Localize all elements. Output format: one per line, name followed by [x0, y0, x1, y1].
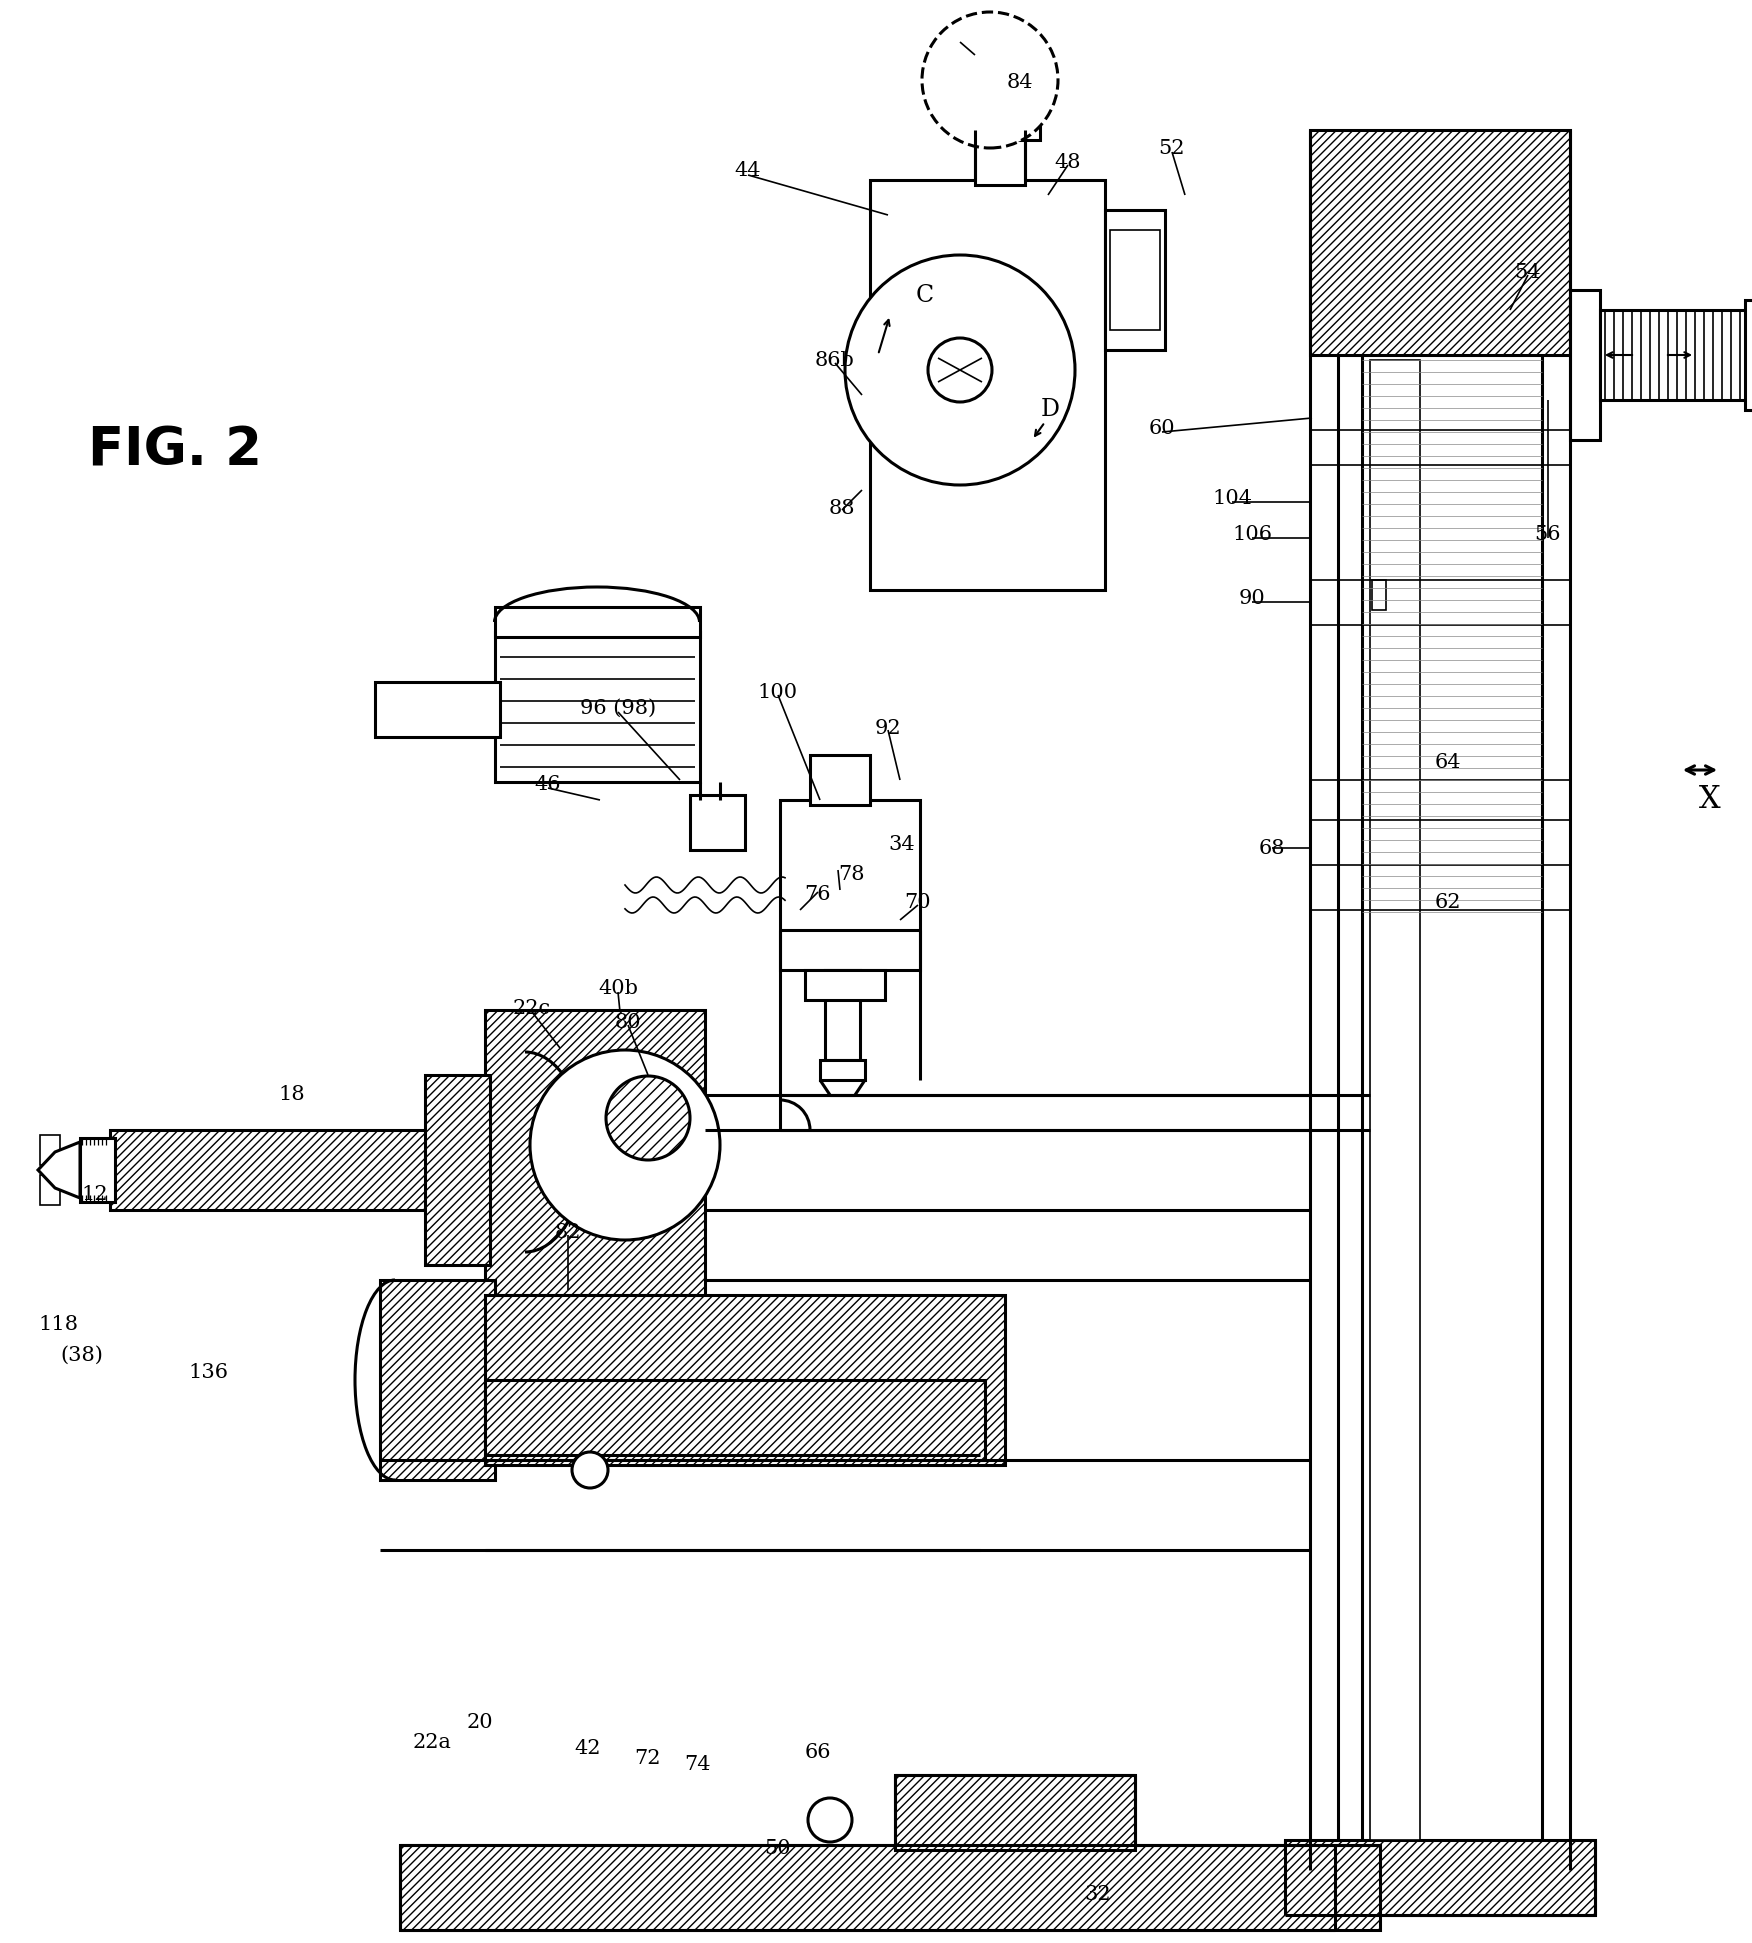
Bar	[375, 682, 499, 736]
Text: 70: 70	[904, 892, 932, 911]
Text: 64: 64	[1435, 752, 1461, 771]
Text: 78: 78	[839, 865, 865, 884]
Bar	[780, 801, 920, 970]
Text: 18: 18	[279, 1086, 305, 1104]
Text: 88: 88	[829, 499, 855, 517]
Text: 62: 62	[1435, 892, 1461, 911]
Bar	[40, 1135, 60, 1166]
Text: 52: 52	[1158, 138, 1186, 157]
Text: D: D	[1041, 398, 1060, 422]
Bar	[1745, 299, 1752, 410]
Text: 32: 32	[1084, 1885, 1111, 1904]
Bar	[804, 970, 885, 1001]
Circle shape	[531, 1049, 720, 1240]
Text: 68: 68	[1258, 839, 1286, 857]
Text: 48: 48	[1055, 152, 1081, 171]
Bar	[690, 795, 745, 849]
Text: 96 (98): 96 (98)	[580, 698, 655, 717]
Text: X: X	[1699, 785, 1720, 816]
Text: 54: 54	[1515, 262, 1542, 282]
Text: C: C	[916, 284, 934, 307]
Bar	[485, 1294, 1006, 1465]
Text: (38): (38)	[61, 1345, 103, 1364]
Text: 80: 80	[615, 1012, 641, 1032]
Circle shape	[929, 338, 992, 402]
Text: 92: 92	[874, 719, 901, 738]
Text: 50: 50	[764, 1838, 792, 1858]
Text: 12: 12	[82, 1185, 109, 1205]
Text: 100: 100	[759, 682, 799, 701]
Bar	[825, 970, 860, 1061]
Circle shape	[606, 1076, 690, 1160]
Bar	[40, 1176, 60, 1205]
Polygon shape	[39, 1142, 81, 1199]
Bar	[976, 130, 1025, 185]
Bar	[960, 120, 1041, 140]
Bar	[110, 1131, 485, 1210]
Text: 84: 84	[1007, 72, 1034, 91]
Bar	[485, 1380, 985, 1459]
Text: 60: 60	[1149, 418, 1176, 437]
Bar	[81, 1139, 116, 1203]
Text: FIG. 2: FIG. 2	[88, 424, 263, 476]
Text: 22a: 22a	[412, 1733, 452, 1751]
Bar	[820, 1061, 865, 1080]
Circle shape	[808, 1797, 851, 1842]
Bar	[485, 1010, 704, 1294]
Bar	[1570, 290, 1600, 439]
Bar	[496, 606, 701, 637]
Text: 74: 74	[685, 1755, 711, 1774]
Circle shape	[922, 12, 1058, 148]
Bar	[1106, 210, 1165, 350]
Text: 22c: 22c	[513, 999, 552, 1018]
Text: 90: 90	[1239, 589, 1265, 608]
Text: 66: 66	[804, 1743, 830, 1762]
Text: 86b: 86b	[815, 350, 855, 369]
Bar	[1370, 359, 1421, 1840]
Bar	[1284, 1840, 1594, 1916]
Text: 118: 118	[39, 1315, 79, 1335]
Text: 82: 82	[555, 1222, 582, 1242]
Text: 56: 56	[1535, 525, 1561, 544]
Bar	[1310, 130, 1570, 356]
Bar	[399, 1846, 1381, 1929]
Bar	[1111, 229, 1160, 330]
Text: 104: 104	[1212, 488, 1253, 507]
Bar	[1600, 311, 1750, 400]
Bar	[895, 1776, 1135, 1850]
Text: 42: 42	[575, 1739, 601, 1758]
Text: 76: 76	[804, 886, 830, 905]
Bar	[871, 181, 1106, 591]
Bar	[380, 1280, 496, 1481]
Text: 46: 46	[534, 775, 561, 795]
Text: 106: 106	[1232, 525, 1272, 544]
Bar	[809, 756, 871, 804]
Bar	[426, 1074, 491, 1265]
Circle shape	[571, 1451, 608, 1488]
Text: 136: 136	[187, 1362, 228, 1381]
Text: 44: 44	[734, 161, 762, 179]
Circle shape	[844, 255, 1076, 486]
Bar	[496, 631, 701, 781]
Text: 20: 20	[466, 1712, 494, 1731]
Text: 72: 72	[634, 1749, 661, 1768]
Bar	[1372, 581, 1386, 610]
Text: 40b: 40b	[597, 979, 638, 997]
Text: 34: 34	[888, 835, 915, 855]
